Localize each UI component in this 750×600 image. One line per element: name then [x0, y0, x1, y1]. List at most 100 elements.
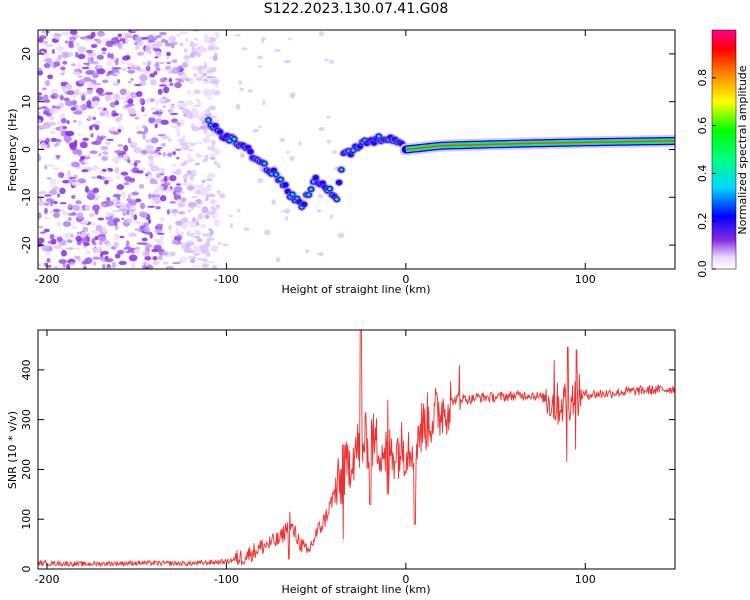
spectrogram-noise-cell — [64, 40, 69, 44]
spectrogram-noise-cell — [120, 96, 125, 100]
colorbar-tick-label: 0.8 — [696, 69, 709, 87]
spectrogram-noise-cell — [289, 92, 296, 99]
spectrogram-noise-cell — [126, 62, 134, 67]
spectrogram-noise-cell — [119, 113, 123, 120]
spectrogram-noise-cell — [118, 260, 127, 265]
spectrogram-noise-cell — [179, 231, 184, 237]
spectrogram-noise-cell — [239, 152, 245, 159]
spectrogram-noise-cell — [192, 252, 201, 256]
spectrogram-noise-cell — [49, 107, 59, 115]
spectrogram-noise-cell — [100, 250, 109, 255]
spectrogram-noise-cell — [59, 113, 66, 119]
colorbar-frame — [711, 29, 737, 270]
spectrogram-noise-cell — [56, 221, 62, 227]
spectrogram-x-tick-label: 100 — [575, 273, 596, 286]
spectrogram-noise-cell — [214, 31, 220, 39]
spectrogram-noise-cell — [61, 86, 66, 92]
spectrogram-noise-cell — [152, 48, 161, 51]
spectrogram-noise-cell — [171, 164, 177, 167]
spectrogram-noise-cell — [155, 185, 164, 191]
spectrogram-noise-cell — [72, 99, 77, 107]
spectrogram-noise-cell — [125, 218, 133, 224]
spectrogram-noise-cell — [279, 138, 286, 143]
spectrogram-noise-cell — [38, 190, 47, 195]
spectrogram-noise-cell — [160, 251, 169, 256]
spectrogram-noise-cell — [256, 55, 264, 60]
spectrogram-noise-cell — [216, 189, 221, 195]
spectrogram-noise-cell — [195, 205, 202, 209]
spectrogram-noise-cell — [122, 153, 128, 160]
spectrogram-noise-cell — [175, 78, 184, 81]
spectrogram-noise-cell — [157, 167, 166, 174]
spectrogram-y-tick-label: -10 — [20, 188, 33, 206]
spectrogram-noise-cell — [66, 247, 74, 250]
spectrogram-noise-cell — [207, 145, 216, 148]
spectrogram-noise-cell — [56, 57, 61, 63]
spectrogram-noise-cell — [85, 251, 91, 255]
spectrogram-noise-cell — [77, 75, 83, 78]
spectrogram-noise-cell — [117, 43, 123, 49]
spectrogram-noise-cell — [208, 81, 217, 85]
spectrogram-noise-cell — [190, 123, 195, 130]
spectrogram-noise-cell — [167, 266, 172, 269]
spectrogram-noise-cell — [186, 170, 193, 175]
spectrogram-noise-cell — [183, 222, 187, 229]
spectrogram-noise-cell — [131, 191, 139, 196]
spectrogram-noise-cell — [40, 124, 50, 130]
spectrogram-noise-cell — [145, 261, 149, 267]
spectrogram-noise-cell — [206, 172, 216, 180]
spectrogram-noise-cell — [38, 237, 45, 244]
spectrogram-noise-cell — [180, 119, 185, 126]
spectrogram-noise-cell — [176, 156, 180, 160]
spectrogram-noise-cell — [130, 211, 135, 218]
spectrogram-noise-cell — [185, 141, 192, 145]
spectrogram-noise-cell — [80, 232, 86, 239]
spectrogram-noise-cell — [203, 62, 208, 70]
spectrogram-noise-cell — [131, 142, 138, 147]
spectrogram-noise-cell — [49, 178, 57, 186]
spectrogram-noise-cell — [56, 193, 61, 198]
spectrogram-noise-cell — [60, 117, 67, 124]
spectrogram-noise-cell — [202, 88, 210, 96]
spectrogram-noise-cell — [144, 126, 149, 134]
spectrogram-noise-cell — [157, 109, 164, 112]
spectrogram-noise-cell — [44, 202, 50, 206]
spectrogram-noise-cell — [161, 135, 170, 140]
spectrogram-noise-cell — [87, 115, 93, 121]
snr-y-tick-label: 300 — [20, 409, 33, 430]
spectrogram-noise-cell — [130, 263, 136, 269]
spectrogram-noise-cell — [94, 120, 101, 126]
spectrogram-noise-cell — [38, 112, 41, 116]
spectrogram-noise-cell — [77, 46, 87, 53]
spectrogram-noise-cell — [39, 197, 43, 202]
spectrogram-noise-cell — [87, 81, 94, 89]
spectrogram-noise-cell — [210, 156, 216, 160]
spectrogram-noise-cell — [116, 184, 125, 190]
spectrogram-noise-cell — [154, 228, 163, 234]
spectrogram-noise-cell — [64, 232, 72, 240]
spectrogram-noise-cell — [110, 53, 114, 60]
spectrogram-noise-cell — [121, 191, 126, 199]
spectrogram-noise-cell — [166, 209, 171, 215]
spectrogram-noise-cell — [69, 261, 75, 266]
spectrogram-noise-cell — [148, 154, 154, 161]
spectrogram-noise-cell — [157, 88, 163, 95]
spectrogram-noise-cell — [81, 66, 90, 70]
spectrogram-noise-cell — [72, 111, 82, 115]
spectrogram-noise-cell — [202, 72, 207, 77]
spectrogram-noise-cell — [92, 261, 97, 266]
spectrogram-noise-cell — [189, 52, 196, 58]
spectrogram-noise-cell — [50, 238, 57, 245]
spectrogram-noise-cell — [101, 168, 107, 172]
spectrogram-noise-cell — [170, 125, 179, 128]
spectrogram-noise-cell — [84, 38, 91, 41]
spectrogram-noise-cell — [38, 96, 44, 101]
spectrogram-noise-cell — [145, 144, 154, 152]
spectrogram-signal-cell — [282, 182, 289, 188]
spectrogram-noise-cell — [44, 194, 52, 197]
spectrogram-noise-cell — [133, 248, 141, 255]
spectrogram-noise-cell — [55, 45, 64, 51]
spectrogram-noise-cell — [198, 46, 207, 53]
spectrogram-noise-cell — [182, 134, 186, 139]
spectrogram-noise-cell — [71, 204, 80, 211]
